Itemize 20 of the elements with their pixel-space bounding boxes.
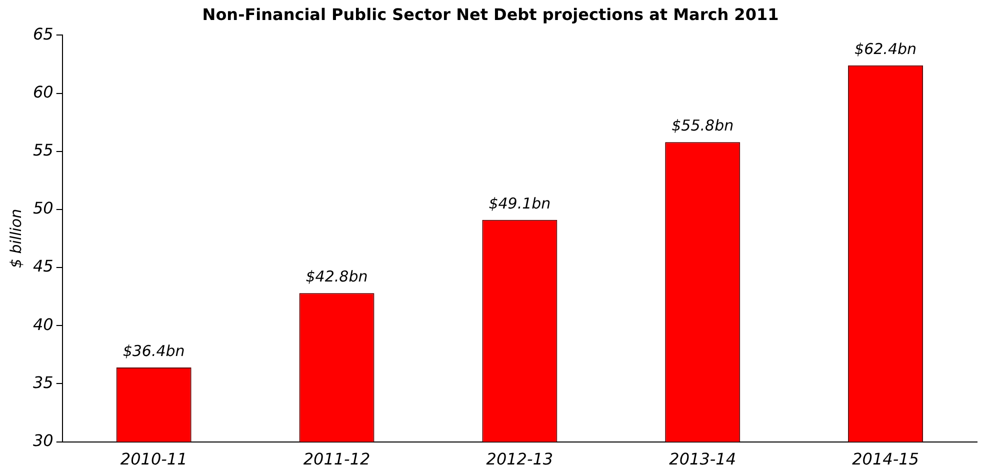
data-label: $42.8bn [306,267,368,286]
x-tick-label: 2012-13 [486,450,554,469]
data-label: $36.4bn [122,342,185,360]
y-tick-label: 30 [33,430,54,450]
y-tick-label: 35 [33,372,54,392]
x-tick-label: 2010-11 [120,450,188,469]
x-tick-label: 2013-14 [669,450,736,469]
x-tick-label: 2014-15 [852,450,919,469]
y-tick-label: 65 [33,24,54,44]
y-tick-label: 60 [33,82,54,102]
data-label: $55.8bn [672,116,734,134]
x-tick-label: 2011-12 [303,450,370,469]
chart-title: Non-Financial Public Sector Net Debt projections at March 2011 [202,4,779,24]
y-tick-label: 45 [33,256,54,276]
y-tick-label: 50 [33,198,54,218]
y-tick-label: 55 [33,140,54,160]
data-label: $62.4bn [854,40,917,58]
y-axis-title: $ billion [6,208,25,268]
y-tick-label: 40 [33,314,54,334]
data-label: $49.1bn [488,194,551,212]
